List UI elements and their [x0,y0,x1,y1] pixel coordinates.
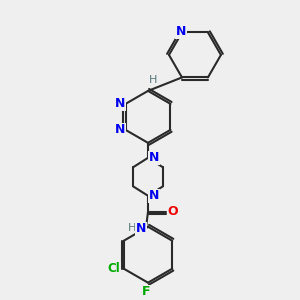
Text: F: F [142,285,150,298]
Text: N: N [115,98,126,110]
Text: N: N [149,151,159,164]
Text: N: N [176,25,186,38]
Text: N: N [136,222,146,235]
Text: Cl: Cl [107,262,120,275]
Text: N: N [115,123,126,136]
Text: N: N [149,189,159,202]
Text: O: O [168,205,178,218]
Text: H: H [149,75,157,85]
Text: H: H [128,223,136,233]
